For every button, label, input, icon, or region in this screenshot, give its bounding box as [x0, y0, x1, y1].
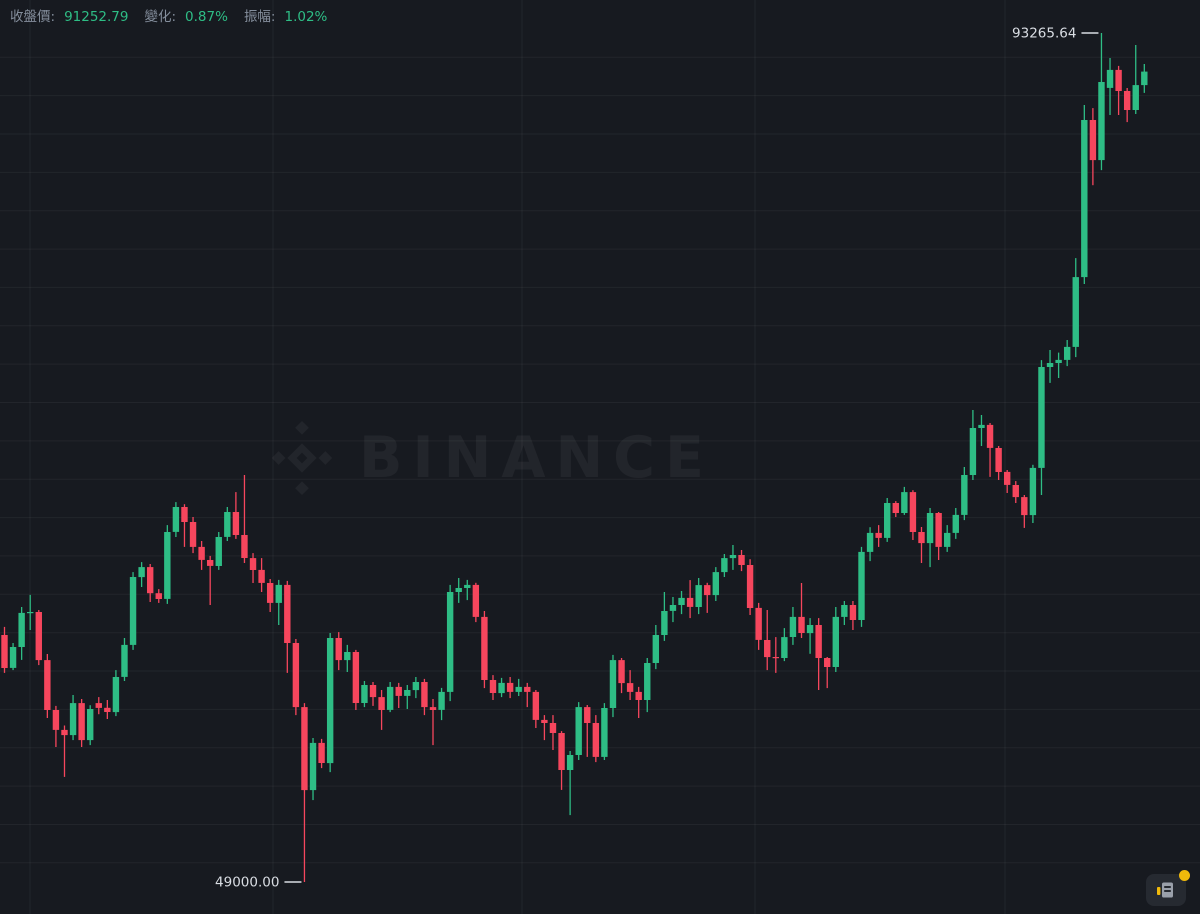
close-price-value: 91252.79 [64, 9, 129, 25]
svg-text:49000.00: 49000.00 [215, 875, 279, 891]
close-price-label: 收盤價: [10, 9, 56, 25]
svg-text:93265.64: 93265.64 [1012, 26, 1076, 42]
news-icon [1157, 882, 1173, 898]
change-label: 變化: [144, 9, 177, 25]
notification-badge-dot [1179, 870, 1190, 881]
news-button[interactable] [1146, 870, 1190, 906]
low-price-annotation: 49000.00 [215, 875, 302, 891]
high-price-annotation: 93265.64 [1012, 26, 1099, 42]
amplitude-value: 1.02% [284, 9, 328, 25]
amplitude-label: 振幅: [243, 9, 276, 25]
change-value: 0.87% [185, 9, 228, 25]
ohlc-legend: 收盤價: 91252.79 變化: 0.87% 振幅: 1.02% [10, 8, 334, 26]
candles [1, 33, 1148, 882]
